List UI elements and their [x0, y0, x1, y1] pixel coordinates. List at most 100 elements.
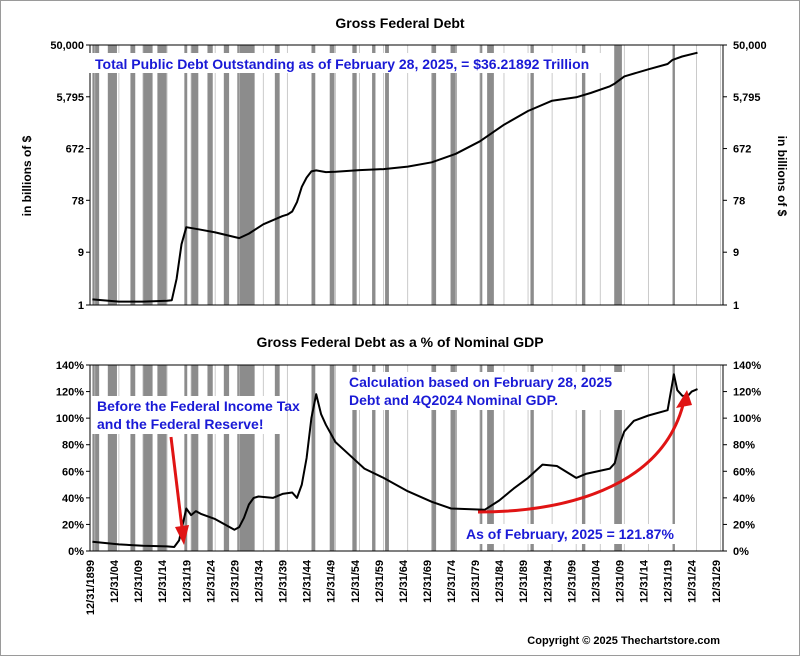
- bottom-recession-bar: [614, 365, 622, 551]
- growth-arrow-curve: [477, 404, 685, 514]
- top-left-tick-label: 9: [78, 247, 84, 259]
- x-tick-label: 12/31/49: [326, 560, 338, 603]
- x-tick-label: 12/31/54: [350, 559, 362, 603]
- bottom-recession-bar: [184, 365, 188, 551]
- x-tick-label: 12/31/79: [470, 560, 482, 603]
- x-tick-label: 12/31/19: [181, 560, 193, 603]
- top-recession-bar: [237, 45, 255, 305]
- calc-note-line-1: Calculation based on February 28, 2025: [349, 374, 612, 390]
- bottom-recession-bar: [92, 365, 100, 551]
- top-recession-bar: [614, 45, 622, 305]
- calc-note-bg: [344, 372, 630, 410]
- x-tick-label: 12/31/74: [446, 559, 458, 603]
- x-tick-label: 12/31/59: [374, 560, 386, 603]
- bottom-right-tick-label: 140%: [733, 360, 761, 372]
- top-recession-bar: [479, 45, 483, 305]
- top-recession-bar: [207, 45, 213, 305]
- top-recession-bar: [431, 45, 437, 305]
- x-tick-label: 12/31/69: [422, 560, 434, 603]
- top-recession-bar: [329, 45, 335, 305]
- bottom-recession-bar: [157, 365, 167, 551]
- bottom-left-tick-label: 20%: [62, 519, 84, 531]
- x-tick-label: 12/31/89: [518, 560, 530, 603]
- bottom-recession-bar: [479, 365, 483, 551]
- top-recession-bar: [372, 45, 376, 305]
- top-recession-bar: [107, 45, 117, 305]
- x-tick-label: 12/31/1899: [85, 560, 97, 615]
- top-plot-area: 1 1 9 9 78 78 672 672 5,795 5,795 50,000 50,000: [50, 40, 766, 312]
- top-right-tick-label: 5,795: [733, 92, 761, 104]
- x-tick-label: 12/31/84: [494, 559, 506, 603]
- top-recession-bar: [130, 45, 136, 305]
- top-recession-bar: [274, 45, 280, 305]
- bottom-recession-bar: [672, 365, 675, 551]
- top-left-axis-label: in billions of $: [20, 135, 34, 216]
- top-recession-bar: [157, 45, 167, 305]
- top-annotation: Total Public Debt Outstanding as of Febr…: [95, 56, 589, 72]
- bottom-recession-bar: [130, 365, 136, 551]
- x-tick-label: 12/31/09: [615, 560, 627, 603]
- bottom-recession-bar: [352, 365, 357, 551]
- x-tick-label: 12/31/29: [229, 560, 241, 603]
- latest-note: As of February, 2025 = 121.87%: [466, 526, 674, 542]
- bottom-recession-bar: [237, 365, 255, 551]
- x-tick-label: 12/31/24: [205, 559, 217, 603]
- bottom-right-tick-label: 40%: [733, 493, 755, 505]
- x-tick-label: 12/31/09: [133, 560, 145, 603]
- bottom-recession-bar: [329, 365, 335, 551]
- top-left-tick-label: 50,000: [50, 40, 84, 52]
- top-series-line: [92, 51, 698, 303]
- x-tick-label: 12/31/99: [566, 560, 578, 603]
- bottom-right-tick-label: 60%: [733, 466, 755, 478]
- x-tick-label: 12/31/14: [639, 559, 651, 603]
- x-axis: 12/31/1899 12/31/04 12/31/09 12/31/14 12/31/…: [85, 559, 723, 615]
- x-tick-label: 12/31/19: [663, 560, 675, 603]
- income-tax-arrow-shaft: [169, 436, 184, 529]
- bottom-left-tick-label: 140%: [56, 360, 84, 372]
- bottom-left-tick-label: 120%: [56, 387, 84, 399]
- annotation-arrows: [169, 390, 692, 545]
- bottom-recession-bar: [487, 365, 494, 551]
- tax-note-bg: [92, 396, 282, 434]
- top-right-tick-label: 50,000: [733, 40, 767, 52]
- bottom-recession-bar: [207, 365, 213, 551]
- x-tick-label: 12/31/64: [398, 559, 410, 603]
- top-recession-bar: [672, 45, 675, 305]
- bottom-left-tick-label: 100%: [56, 413, 84, 425]
- top-recession-bar: [142, 45, 153, 305]
- top-recession-bar: [311, 45, 316, 305]
- top-recession-bar: [184, 45, 188, 305]
- top-right-tick-label: 672: [733, 144, 751, 156]
- latest-note-bg: [458, 524, 690, 544]
- bottom-left-tick-label: 60%: [62, 466, 84, 478]
- calc-note-line-2: Debt and 4Q2024 Nominal GDP.: [349, 392, 558, 408]
- x-tick-label: 12/31/29: [711, 560, 723, 603]
- bottom-recession-bar: [274, 365, 280, 551]
- top-chart-title: Gross Federal Debt: [335, 15, 464, 31]
- tax-note-line-2: and the Federal Reserve!: [97, 416, 264, 432]
- bottom-recession-bar: [385, 365, 389, 551]
- bottom-recession-bar: [311, 365, 316, 551]
- top-right-tick-label: 78: [733, 195, 745, 207]
- top-recession-bar: [530, 45, 534, 305]
- bottom-right-tick-label: 80%: [733, 440, 755, 452]
- top-recession-bar: [487, 45, 494, 305]
- bottom-right-tick-label: 100%: [733, 413, 761, 425]
- top-recession-bar: [92, 45, 100, 305]
- bottom-chart-title: Gross Federal Debt as a % of Nominal GDP: [256, 334, 543, 350]
- bottom-right-tick-label: 20%: [733, 519, 755, 531]
- top-plot-border: [89, 44, 724, 306]
- bottom-recession-bar: [107, 365, 117, 551]
- bottom-right-tick-label: 0%: [733, 546, 749, 558]
- top-recession-bar: [385, 45, 389, 305]
- top-right-tick-label: 9: [733, 247, 739, 259]
- bottom-recession-bar: [372, 365, 376, 551]
- copyright: Copyright © 2025 Thechartstore.com: [527, 635, 720, 647]
- x-tick-label: 12/31/24: [687, 559, 699, 603]
- bottom-recession-bar: [142, 365, 153, 551]
- x-tick-label: 12/31/04: [109, 559, 121, 603]
- bottom-series-line: [92, 373, 698, 548]
- growth-arrow-head: [676, 390, 692, 408]
- top-left-tick-label: 5,795: [56, 92, 84, 104]
